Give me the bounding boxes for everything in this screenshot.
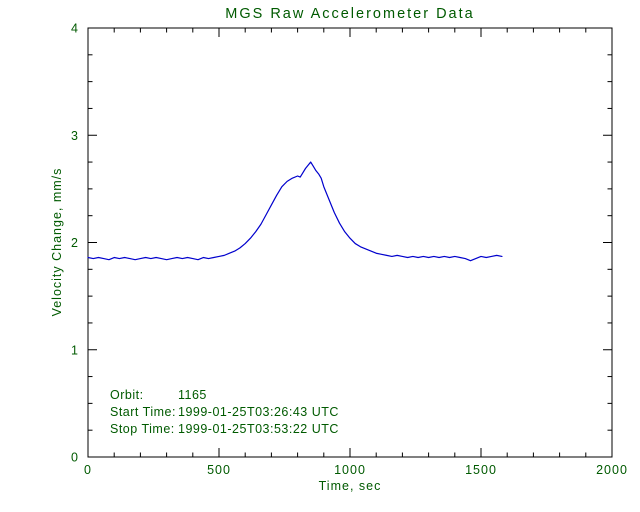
annotation-stop-time-label: Stop Time: [110, 422, 175, 436]
y-tick-label: 4 [71, 22, 79, 36]
annotation-stop-time-value: 1999-01-25T03:53:22 UTC [178, 422, 339, 436]
data-line [87, 161, 503, 262]
y-tick-label: 1 [71, 343, 79, 357]
x-tick-label: 2000 [596, 463, 628, 477]
annotation-orbit-label: Orbit: [110, 388, 144, 402]
y-tick-label: 3 [71, 129, 79, 143]
annotation-start-time: Start Time: 1999-01-25T03:26:43 UTC [110, 404, 339, 421]
x-tick-label: 1000 [334, 463, 366, 477]
annotation-orbit-value: 1165 [178, 388, 207, 402]
y-tick-label: 0 [71, 451, 79, 465]
annotation-block: Orbit: 1165 Start Time: 1999-01-25T03:26… [110, 387, 339, 438]
x-tick-label: 0 [84, 463, 92, 477]
annotation-start-time-value: 1999-01-25T03:26:43 UTC [178, 405, 339, 419]
x-tick-label: 500 [207, 463, 231, 477]
annotation-stop-time: Stop Time: 1999-01-25T03:53:22 UTC [110, 421, 339, 438]
y-axis-label: Velocity Change, mm/s [50, 167, 64, 317]
x-tick-label: 1500 [465, 463, 497, 477]
annotation-start-time-label: Start Time: [110, 405, 176, 419]
y-tick-label: 2 [71, 236, 79, 250]
annotation-orbit: Orbit: 1165 [110, 387, 339, 404]
x-axis-label: Time, sec [318, 479, 382, 493]
chart-title: MGS Raw Accelerometer Data [225, 6, 475, 22]
